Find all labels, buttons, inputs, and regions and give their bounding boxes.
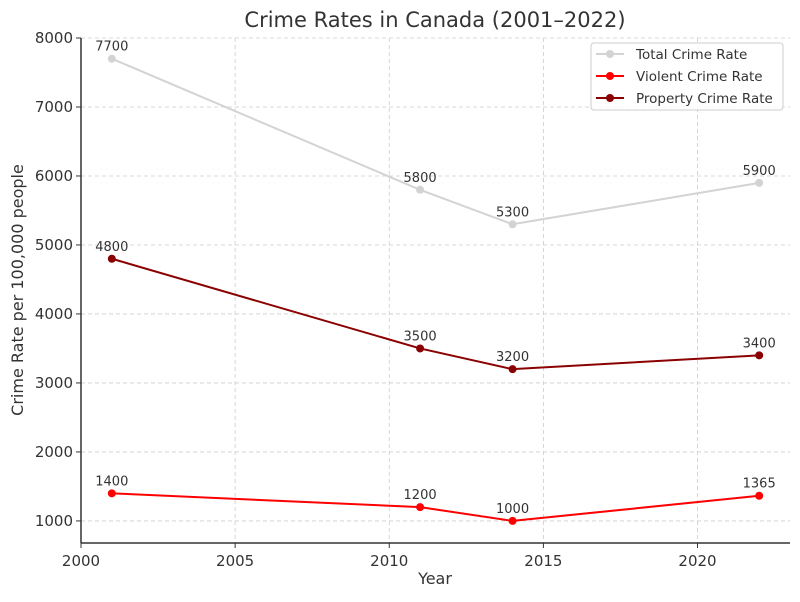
- y-tick-label: 6000: [35, 167, 73, 185]
- legend-label: Total Crime Rate: [635, 47, 747, 63]
- grid: [80, 37, 790, 543]
- data-point: [416, 344, 425, 353]
- data-point: [508, 365, 517, 374]
- y-tick-label: 1000: [35, 512, 73, 530]
- legend-marker: [606, 72, 614, 80]
- data-label: 1200: [404, 488, 437, 503]
- y-axis-label: Crime Rate per 100,000 people: [8, 164, 27, 416]
- data-label: 1400: [95, 474, 128, 489]
- legend-label: Violent Crime Rate: [636, 69, 763, 85]
- data-label: 1000: [496, 502, 529, 517]
- data-label: 5900: [743, 164, 776, 179]
- series-group: 7700 5800 5300 5900 1400 1200 1000 1365 4800 3500…: [95, 40, 776, 525]
- legend-label: Property Crime Rate: [636, 91, 773, 107]
- y-tick-label: 7000: [35, 98, 73, 116]
- y-tick-label: 8000: [35, 29, 73, 47]
- y-tick-label: 5000: [35, 236, 73, 254]
- data-point: [107, 489, 116, 498]
- data-point: [107, 54, 116, 63]
- x-tick-label: 2005: [216, 552, 254, 570]
- series-line: [111, 57, 760, 226]
- legend: Total Crime Rate Violent Crime Rate Proper…: [590, 42, 784, 111]
- data-point: [416, 185, 425, 194]
- y-tick-label: 3000: [35, 374, 73, 392]
- data-label: 7700: [95, 40, 128, 55]
- data-point: [755, 491, 764, 500]
- data-label: 5300: [496, 205, 529, 220]
- data-point: [416, 503, 425, 512]
- series-line: [111, 257, 760, 371]
- data-label: 4800: [95, 240, 128, 255]
- data-label: 3200: [496, 350, 529, 365]
- data-label: 1365: [743, 477, 776, 492]
- legend-box: [590, 42, 784, 111]
- y-tick-label: 2000: [35, 443, 73, 461]
- data-point: [755, 351, 764, 360]
- x-axis-label: Year: [417, 569, 452, 588]
- x-tick-label: 2015: [524, 552, 562, 570]
- series-line: [111, 492, 760, 522]
- data-label: 3400: [743, 336, 776, 351]
- chart-title: Crime Rates in Canada (2001–2022): [244, 8, 625, 32]
- x-tick-label: 2020: [678, 552, 716, 570]
- x-tick-label: 2000: [62, 552, 100, 570]
- data-label: 3500: [404, 329, 437, 344]
- data-point: [107, 254, 116, 263]
- y-tick-label: 4000: [35, 305, 73, 323]
- data-label: 5800: [404, 171, 437, 186]
- data-point: [755, 178, 764, 187]
- data-point: [508, 220, 517, 229]
- x-tick-label: 2010: [370, 552, 408, 570]
- legend-marker: [606, 94, 614, 102]
- legend-marker: [606, 50, 614, 58]
- axes: 2000 2005 2010 2015 2020 1000 2000 3000 4000 5000…: [35, 29, 790, 570]
- data-point: [508, 516, 517, 525]
